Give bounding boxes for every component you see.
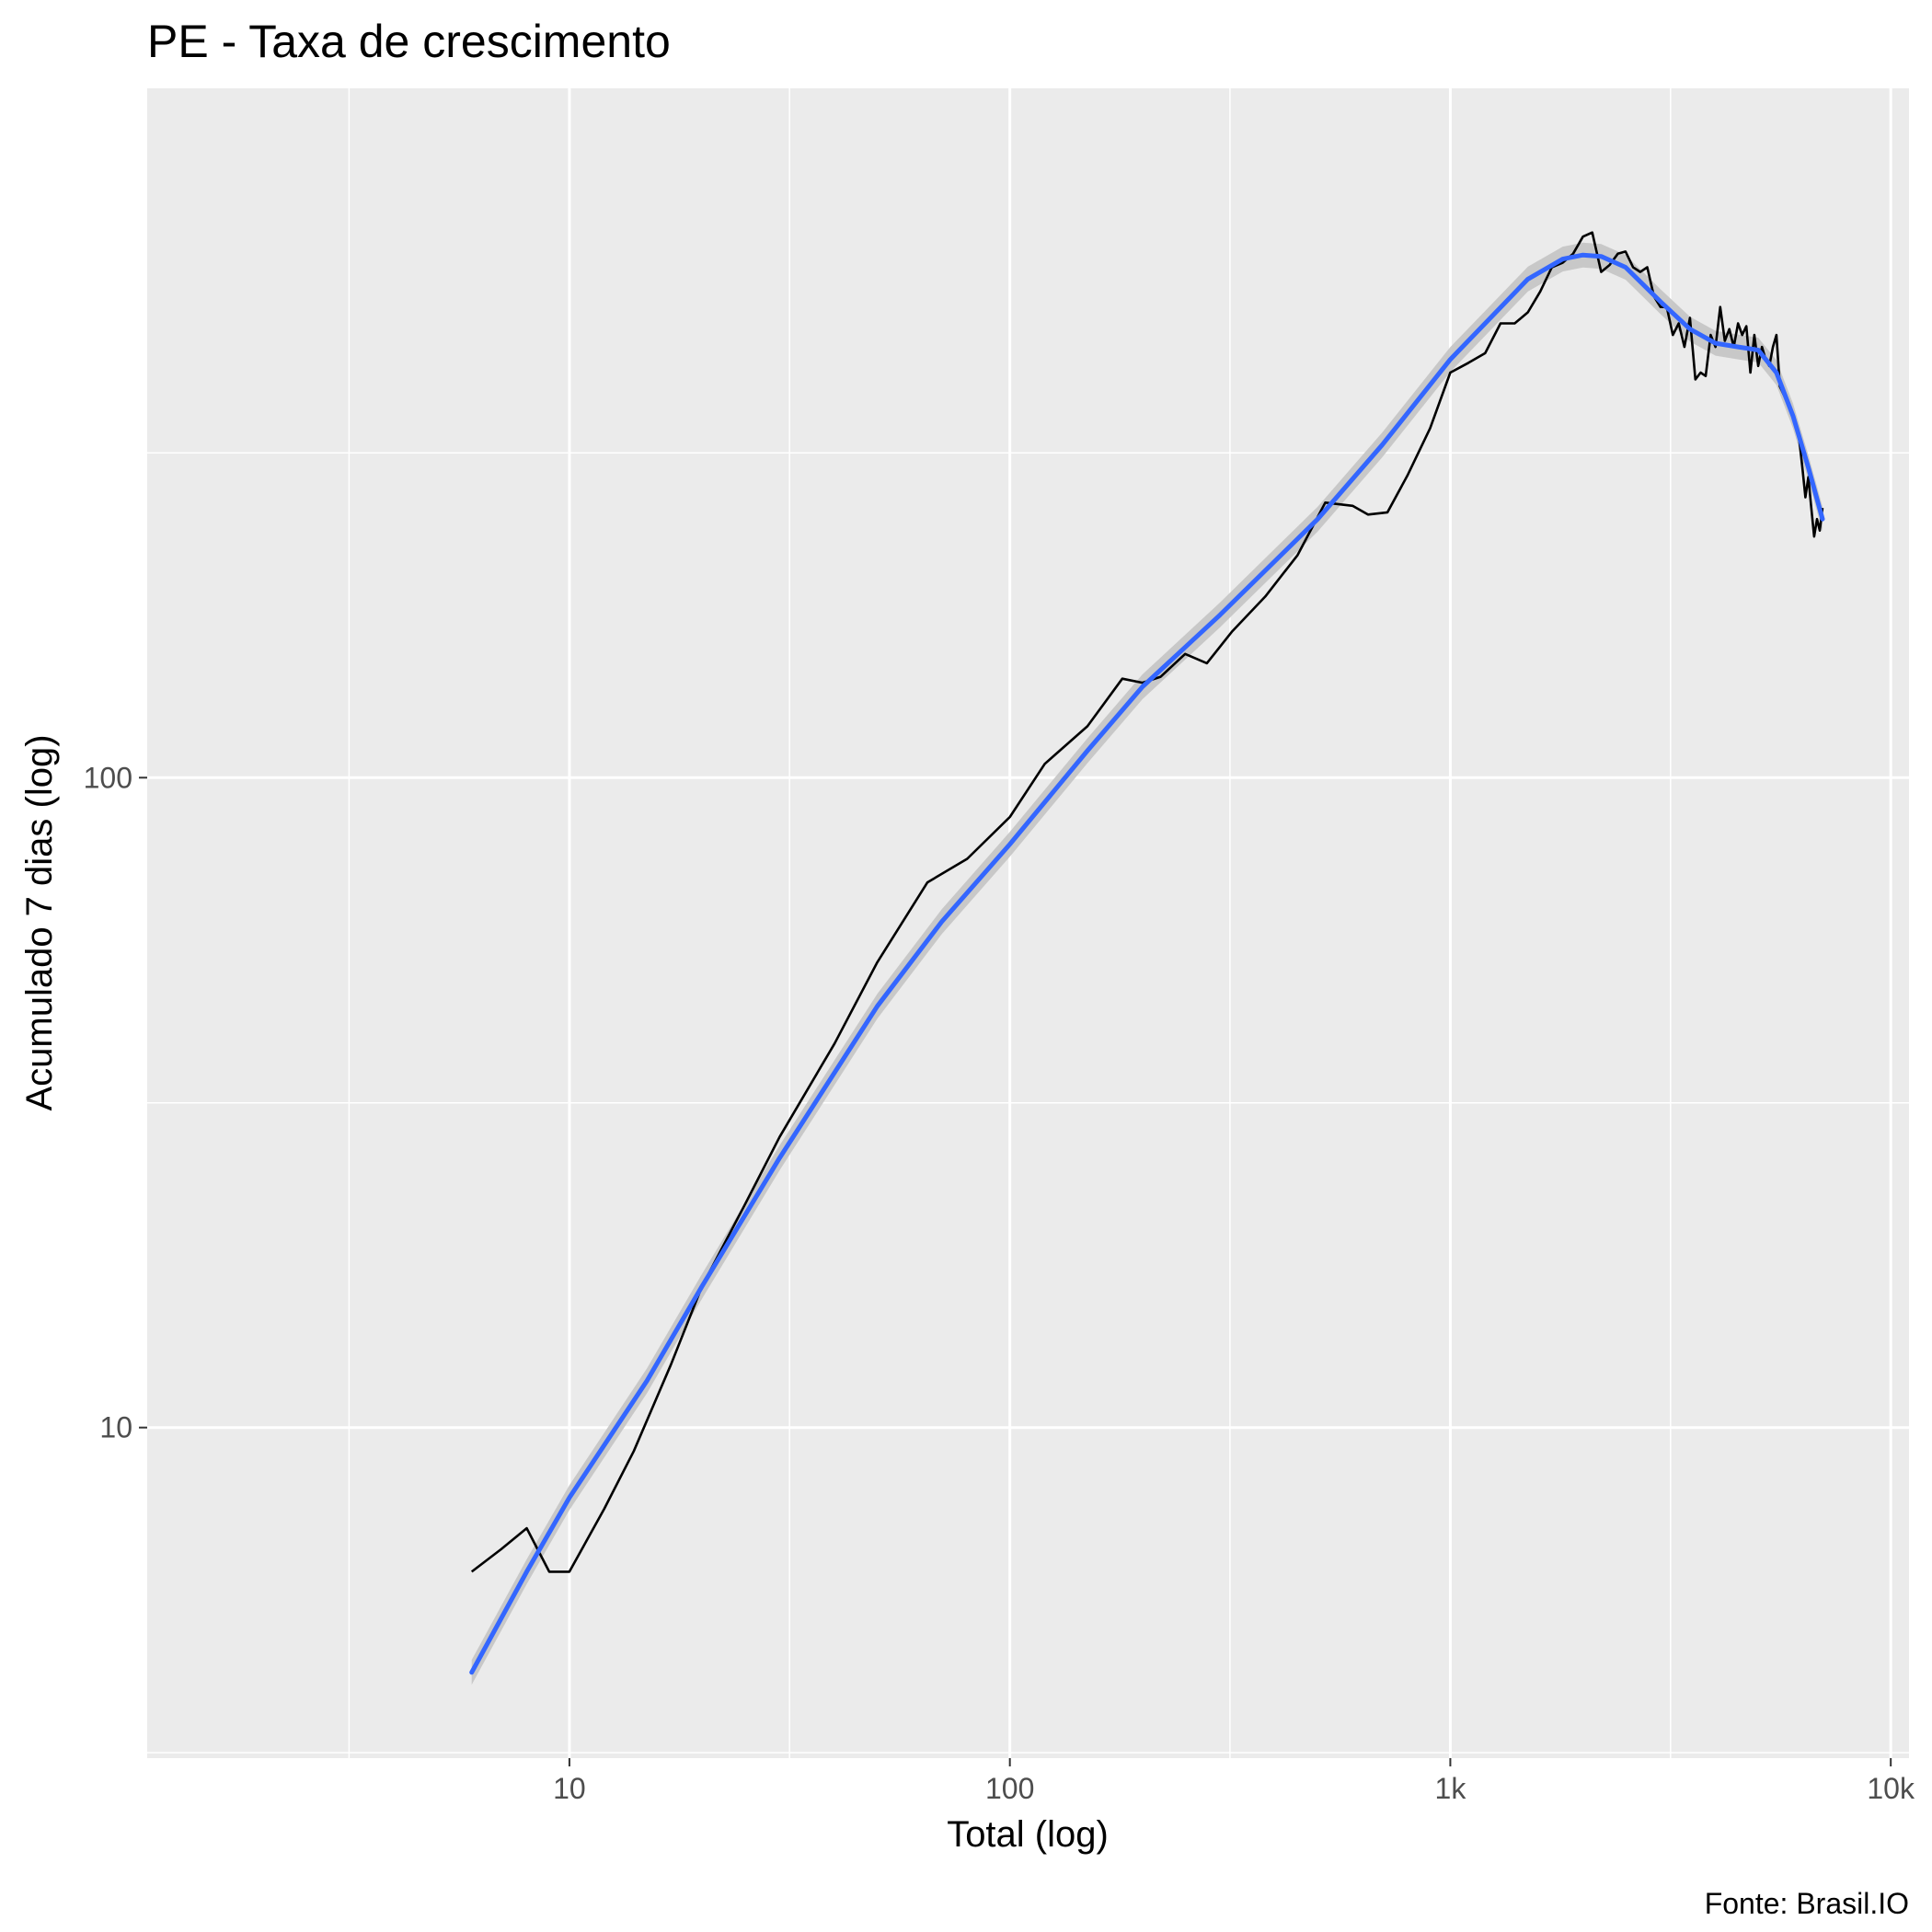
raw-data-line (470, 231, 1824, 1573)
y-tick-label: 10 (99, 1411, 132, 1444)
chart-title: PE - Taxa de crescimento (147, 16, 671, 67)
chart-caption: Fonte: Brasil.IO (1705, 1887, 1909, 1920)
grid-major (147, 88, 1909, 1758)
smooth-series-layer (469, 252, 1825, 1675)
x-tick-label: 10k (1867, 1772, 1915, 1805)
x-axis: 10 100 1k 10k (553, 1758, 1915, 1805)
x-tick-label: 10 (553, 1772, 586, 1805)
smooth-trend-line (469, 252, 1825, 1675)
grid-minor (147, 88, 1909, 1758)
x-tick-label: 1k (1435, 1772, 1467, 1805)
raw-series-layer (470, 231, 1824, 1573)
y-tick-label: 100 (84, 761, 132, 794)
x-tick-label: 100 (985, 1772, 1034, 1805)
y-axis: 10 100 (84, 761, 147, 1444)
x-axis-title: Total (log) (947, 1814, 1109, 1855)
y-axis-title: Acumulado 7 dias (log) (19, 734, 60, 1110)
plot-panel (147, 88, 1909, 1758)
